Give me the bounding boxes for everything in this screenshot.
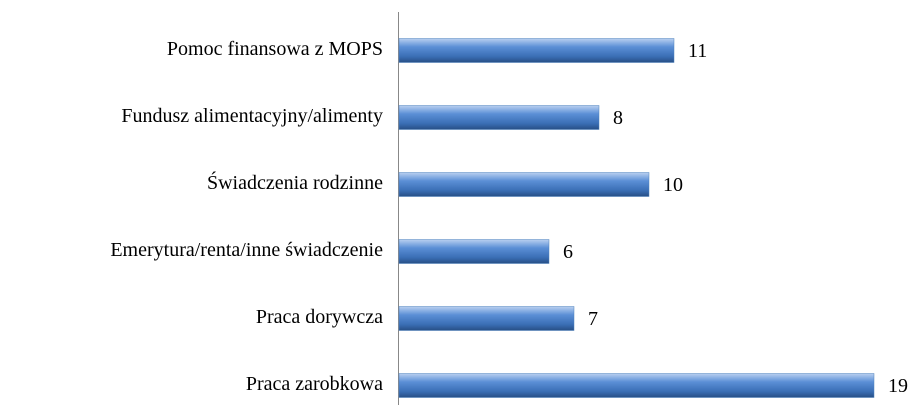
bar — [398, 373, 875, 398]
bar — [398, 105, 600, 130]
bar — [398, 38, 675, 63]
category-label: Emerytura/renta/inne świadczenie — [110, 239, 383, 261]
value-label: 19 — [888, 375, 908, 397]
category-label: Fundusz alimentacyjny/alimenty — [121, 105, 383, 127]
category-label: Pomoc finansowa z MOPS — [167, 38, 383, 60]
value-label: 7 — [588, 308, 598, 330]
bar — [398, 239, 550, 264]
value-label: 6 — [563, 241, 573, 263]
bar — [398, 306, 575, 331]
category-label: Praca dorywcza — [256, 306, 383, 328]
category-label: Świadczenia rodzinne — [207, 170, 383, 194]
category-label: Praca zarobkowa — [246, 373, 383, 395]
value-label: 11 — [688, 40, 707, 62]
value-label: 8 — [613, 107, 623, 129]
bar — [398, 172, 650, 197]
value-label: 10 — [663, 174, 683, 196]
